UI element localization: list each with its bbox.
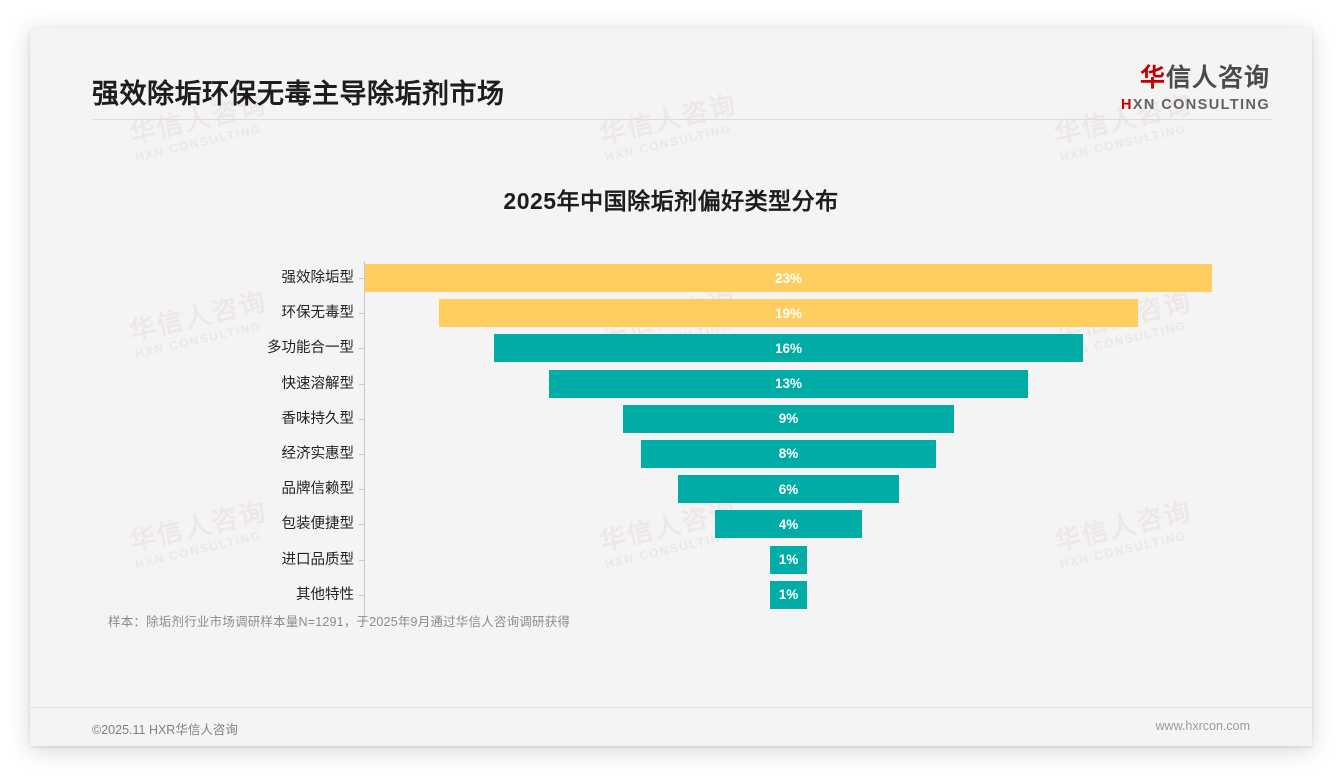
brand-logo-cn: 华信人咨询 — [1121, 66, 1270, 91]
funnel-category-label: 快速溶解型 — [281, 375, 355, 392]
funnel-bar-value: 8% — [778, 446, 799, 462]
funnel-bar-value: 19% — [774, 305, 802, 321]
slide-footer: ©2025.11 HXR华信人咨询 www.hxrcon.com — [30, 707, 1312, 746]
funnel-rows: 强效除垢型 23% 环保无毒型 19% 多功能合一型 16% 快速溶解型 13% 香味持久型 9%… — [92, 261, 1212, 613]
funnel-row: 多功能合一型 16% — [92, 331, 1212, 366]
funnel-bar-value: 13% — [774, 376, 802, 392]
funnel-bar[interactable]: 16% — [493, 334, 1084, 363]
funnel-bar-track: 1% — [365, 578, 1212, 613]
page-title: 强效除垢环保无毒主导除垢剂市场 — [92, 79, 505, 109]
funnel-bar-track: 19% — [365, 296, 1212, 331]
source-note: 样本：除垢剂行业市场调研样本量N=1291，于2025年9月通过华信人咨询调研获… — [108, 615, 571, 629]
funnel-bar-track: 16% — [365, 331, 1212, 366]
axis-tick — [359, 559, 364, 561]
brand-logo: 华信人咨询 HXN CONSULTING — [1121, 66, 1270, 113]
funnel-bar-track: 23% — [365, 261, 1212, 296]
axis-tick — [359, 418, 364, 420]
funnel-bar-value: 1% — [778, 552, 799, 567]
brand-logo-en: HXN CONSULTING — [1121, 98, 1270, 113]
funnel-bar[interactable]: 23% — [365, 264, 1212, 292]
axis-tick — [359, 383, 364, 385]
brand-logo-cn-rest: 信人咨询 — [1165, 64, 1270, 92]
funnel-bar-track: 6% — [365, 472, 1212, 507]
slide-card: 华信人咨询 HXN CONSULTING 华信人咨询 HXN CONSULTIN… — [30, 28, 1312, 746]
funnel-bar-track: 13% — [365, 367, 1212, 402]
funnel-category-label: 进口品质型 — [281, 551, 355, 568]
funnel-bar[interactable]: 1% — [770, 545, 807, 574]
brand-logo-en-rest: XN CONSULTING — [1132, 97, 1270, 113]
y-axis-line — [364, 261, 365, 621]
funnel-bar-value: 4% — [778, 516, 799, 532]
axis-tick — [359, 453, 364, 455]
funnel-category-label: 强效除垢型 — [281, 270, 355, 286]
brand-logo-cn-accent: 华 — [1139, 64, 1166, 92]
funnel-bar-value: 9% — [778, 411, 799, 427]
footer-copyright: ©2025.11 HXR华信人咨询 — [92, 723, 238, 737]
funnel-row: 快速溶解型 13% — [92, 367, 1212, 402]
funnel-category-label: 多功能合一型 — [267, 340, 354, 357]
axis-tick — [359, 594, 364, 596]
funnel-bar-track: 1% — [365, 543, 1212, 578]
funnel-row: 环保无毒型 19% — [92, 296, 1212, 331]
funnel-row: 经济实惠型 8% — [92, 437, 1212, 472]
axis-tick — [359, 278, 364, 279]
funnel-row: 包装便捷型 4% — [92, 507, 1212, 542]
funnel-bar-track: 8% — [365, 437, 1212, 472]
chart-block: 2025年中国除垢剂偏好类型分布 强效除垢型 23% 环保无毒型 19% 多功能合一型 1… — [30, 124, 1312, 684]
funnel-bar[interactable]: 13% — [549, 369, 1028, 398]
axis-tick — [359, 348, 364, 350]
funnel-row: 品牌信赖型 6% — [92, 472, 1212, 507]
chart-title: 2025年中国除垢剂偏好类型分布 — [503, 188, 839, 214]
funnel-bar-value: 1% — [778, 587, 799, 603]
funnel-category-label: 环保无毒型 — [281, 305, 355, 322]
header-divider — [92, 119, 1272, 120]
axis-tick — [359, 524, 364, 526]
axis-tick — [359, 313, 364, 315]
funnel-category-label: 品牌信赖型 — [281, 481, 355, 498]
funnel-chart: 强效除垢型 23% 环保无毒型 19% 多功能合一型 16% 快速溶解型 13% 香味持久型 9%… — [92, 261, 1212, 621]
funnel-row: 其他特性 1% — [92, 578, 1212, 613]
funnel-bar-value: 16% — [774, 340, 802, 356]
funnel-bar-value: 6% — [778, 481, 799, 497]
funnel-bar[interactable]: 8% — [641, 439, 936, 468]
funnel-category-label: 包装便捷型 — [281, 516, 355, 533]
axis-tick — [359, 489, 364, 491]
funnel-category-label: 经济实惠型 — [281, 445, 355, 462]
brand-logo-en-accent: H — [1120, 97, 1133, 113]
funnel-row: 进口品质型 1% — [92, 543, 1212, 578]
funnel-bar[interactable]: 6% — [678, 475, 899, 504]
funnel-bar[interactable]: 4% — [714, 510, 863, 539]
funnel-bar-track: 4% — [365, 507, 1212, 542]
funnel-bar[interactable]: 19% — [438, 299, 1139, 328]
funnel-bar[interactable]: 9% — [622, 404, 955, 433]
funnel-category-label: 香味持久型 — [281, 410, 355, 427]
funnel-row: 强效除垢型 23% — [92, 261, 1212, 296]
funnel-bar-track: 9% — [365, 402, 1212, 437]
funnel-bar[interactable]: 1% — [770, 580, 807, 609]
funnel-row: 香味持久型 9% — [92, 402, 1212, 437]
funnel-category-label: 其他特性 — [296, 586, 354, 603]
footer-website[interactable]: www.hxrcon.com — [1155, 719, 1250, 733]
slide-header: 强效除垢环保无毒主导除垢剂市场 华信人咨询 HXN CONSULTING — [30, 28, 1312, 124]
funnel-bar-value: 23% — [774, 270, 803, 286]
